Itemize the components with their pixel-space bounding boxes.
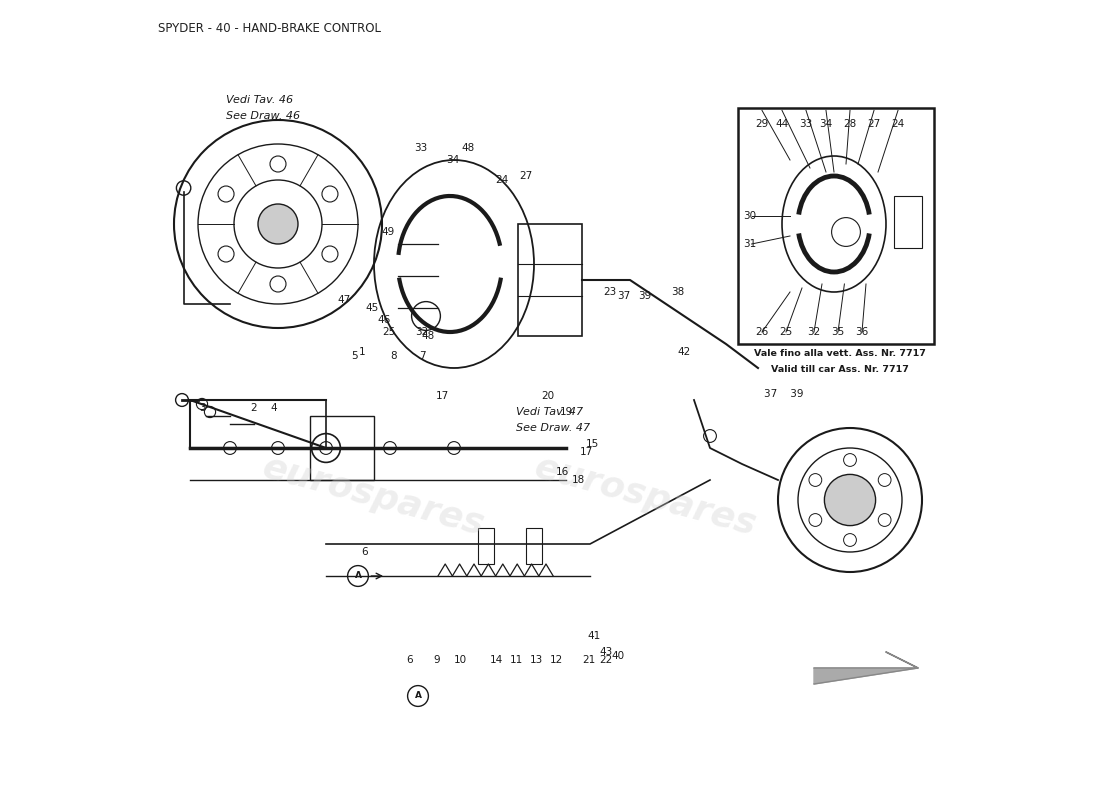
Circle shape: [218, 186, 234, 202]
Text: 32: 32: [807, 327, 821, 337]
Circle shape: [808, 474, 822, 486]
Text: 40: 40: [612, 651, 625, 661]
Circle shape: [844, 534, 857, 546]
Circle shape: [223, 442, 236, 454]
Circle shape: [322, 246, 338, 262]
Text: 7: 7: [419, 351, 426, 361]
Text: Valid till car Ass. Nr. 7717: Valid till car Ass. Nr. 7717: [771, 365, 909, 374]
Text: 17: 17: [580, 447, 593, 457]
Text: 47: 47: [338, 295, 351, 305]
Circle shape: [218, 246, 234, 262]
Text: 31: 31: [744, 239, 757, 249]
Text: 23: 23: [604, 287, 617, 297]
Bar: [738, 108, 934, 344]
Text: 33: 33: [800, 119, 813, 129]
Bar: [310, 416, 374, 480]
Text: 30: 30: [744, 211, 757, 221]
Text: 34: 34: [820, 119, 833, 129]
Text: 48: 48: [421, 331, 434, 341]
Text: Vale fino alla vett. Ass. Nr. 7717: Vale fino alla vett. Ass. Nr. 7717: [754, 349, 925, 358]
Text: 12: 12: [550, 655, 563, 665]
Circle shape: [272, 442, 285, 454]
Circle shape: [320, 442, 332, 454]
Bar: [526, 528, 542, 564]
Text: 8: 8: [390, 351, 397, 361]
Text: 45: 45: [366, 303, 379, 313]
Text: 49: 49: [382, 227, 395, 237]
Text: 43: 43: [600, 647, 613, 657]
Polygon shape: [814, 652, 918, 684]
Text: 6: 6: [361, 547, 367, 557]
Text: A: A: [415, 691, 421, 701]
Text: 39: 39: [638, 291, 651, 301]
Text: 11: 11: [509, 655, 522, 665]
Text: 9: 9: [433, 655, 440, 665]
Text: 44: 44: [776, 119, 789, 129]
Circle shape: [384, 442, 396, 454]
Bar: [518, 224, 582, 336]
Text: 4: 4: [271, 403, 277, 413]
Text: 36: 36: [856, 327, 869, 337]
Text: 46: 46: [377, 315, 390, 325]
Text: 25: 25: [382, 327, 395, 337]
Text: 17: 17: [436, 391, 449, 401]
Text: A: A: [354, 571, 362, 581]
Circle shape: [322, 186, 338, 202]
Text: 20: 20: [541, 391, 554, 401]
Text: eurospares: eurospares: [260, 450, 488, 542]
Text: 28: 28: [844, 119, 857, 129]
Circle shape: [258, 204, 298, 244]
Text: Vedi Tav. 47: Vedi Tav. 47: [516, 407, 583, 417]
Bar: [478, 528, 494, 564]
Circle shape: [448, 442, 461, 454]
Text: 37: 37: [617, 291, 630, 301]
Text: 10: 10: [454, 655, 467, 665]
Text: 13: 13: [530, 655, 543, 665]
Text: See Draw. 47: See Draw. 47: [516, 423, 591, 433]
Circle shape: [270, 276, 286, 292]
Text: 34: 34: [446, 155, 459, 165]
Text: 27: 27: [519, 171, 532, 181]
Circle shape: [844, 454, 857, 466]
Text: 22: 22: [600, 655, 613, 665]
Text: 32: 32: [416, 327, 429, 337]
Text: 33: 33: [414, 143, 427, 153]
Text: 5: 5: [351, 351, 358, 361]
Text: 35: 35: [832, 327, 845, 337]
Bar: [894, 196, 922, 248]
Text: eurospares: eurospares: [531, 450, 761, 542]
Text: 26: 26: [756, 327, 769, 337]
Text: 3: 3: [199, 403, 206, 413]
Text: SPYDER - 40 - HAND-BRAKE CONTROL: SPYDER - 40 - HAND-BRAKE CONTROL: [158, 22, 381, 34]
Text: 14: 14: [490, 655, 503, 665]
Text: See Draw. 46: See Draw. 46: [226, 111, 300, 121]
Text: 38: 38: [671, 287, 684, 297]
Circle shape: [270, 156, 286, 172]
Text: 25: 25: [780, 327, 793, 337]
Circle shape: [808, 514, 822, 526]
Text: 42: 42: [678, 347, 691, 357]
Text: 18: 18: [571, 475, 584, 485]
Text: 21: 21: [582, 655, 595, 665]
Text: 19: 19: [560, 407, 573, 417]
Text: 16: 16: [556, 467, 569, 477]
Circle shape: [824, 474, 876, 526]
Text: 29: 29: [756, 119, 769, 129]
Text: 41: 41: [587, 631, 601, 641]
Circle shape: [878, 474, 891, 486]
Text: 24: 24: [891, 119, 904, 129]
Text: 27: 27: [868, 119, 881, 129]
Circle shape: [878, 514, 891, 526]
Text: 48: 48: [462, 143, 475, 153]
Text: 24: 24: [495, 175, 508, 185]
Text: Vedi Tav. 46: Vedi Tav. 46: [226, 95, 293, 105]
Text: 15: 15: [586, 439, 600, 449]
Text: 37    39: 37 39: [763, 389, 803, 398]
Text: 2: 2: [251, 403, 257, 413]
Text: 1: 1: [359, 347, 365, 357]
Text: 6: 6: [407, 655, 414, 665]
